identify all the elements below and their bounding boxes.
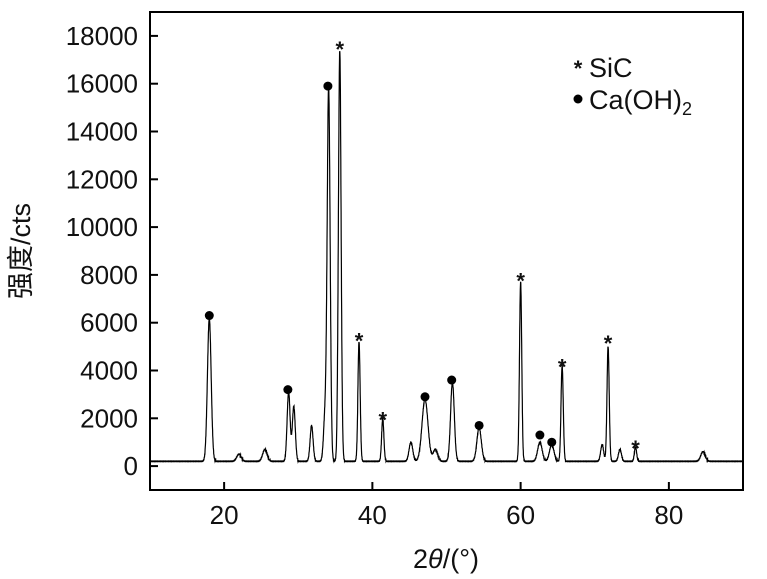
x-tick-label: 20 [210,500,239,530]
sic-peak-marker: * [631,436,640,461]
caoh2-peak-marker [447,375,457,385]
x-tick-label: 40 [358,500,387,530]
y-tick-label: 4000 [80,356,138,386]
x-axis-title: 2θ/(°) [413,544,479,574]
y-tick-label: 14000 [66,117,138,147]
y-tick-label: 12000 [66,164,138,194]
sic-peak-marker: * [516,269,525,294]
phase-markers: * * * * * * * [204,37,640,461]
y-tick-label: 10000 [66,212,138,242]
caoh2-peak-marker [420,392,430,402]
y-tick-label: 16000 [66,69,138,99]
legend-circle-icon [573,94,583,104]
caoh2-peak-marker [474,420,484,430]
caoh2-peak-marker [204,311,214,321]
x-tick-label: 80 [654,500,683,530]
y-axis-title: 强度/cts [6,203,36,299]
sic-peak-marker: * [378,407,387,432]
xrd-pattern-line [149,50,744,464]
y-tick-label: 6000 [80,308,138,338]
y-tick-label: 0 [124,451,138,481]
x-axis: 20 40 60 80 [210,482,683,530]
sic-peak-marker: * [355,328,364,353]
y-tick-label: 2000 [80,403,138,433]
legend-label: SiC [589,53,633,83]
caoh2-peak-marker [547,437,557,447]
caoh2-peak-marker [323,81,333,91]
x-tick-label: 60 [506,500,535,530]
caoh2-peak-marker [535,430,545,440]
sic-peak-marker: * [558,355,567,380]
sic-peak-marker: * [604,331,613,356]
caoh2-peak-marker [283,385,293,395]
y-axis: 0 2000 4000 6000 8000 10000 12000 14000 16000 180… [66,21,158,481]
sic-peak-marker: * [335,37,344,62]
plot-frame [149,11,744,491]
legend-star-icon: * [574,56,583,81]
y-tick-label: 18000 [66,21,138,51]
y-tick-label: 8000 [80,260,138,290]
legend-label: Ca(OH)2 [589,85,692,119]
